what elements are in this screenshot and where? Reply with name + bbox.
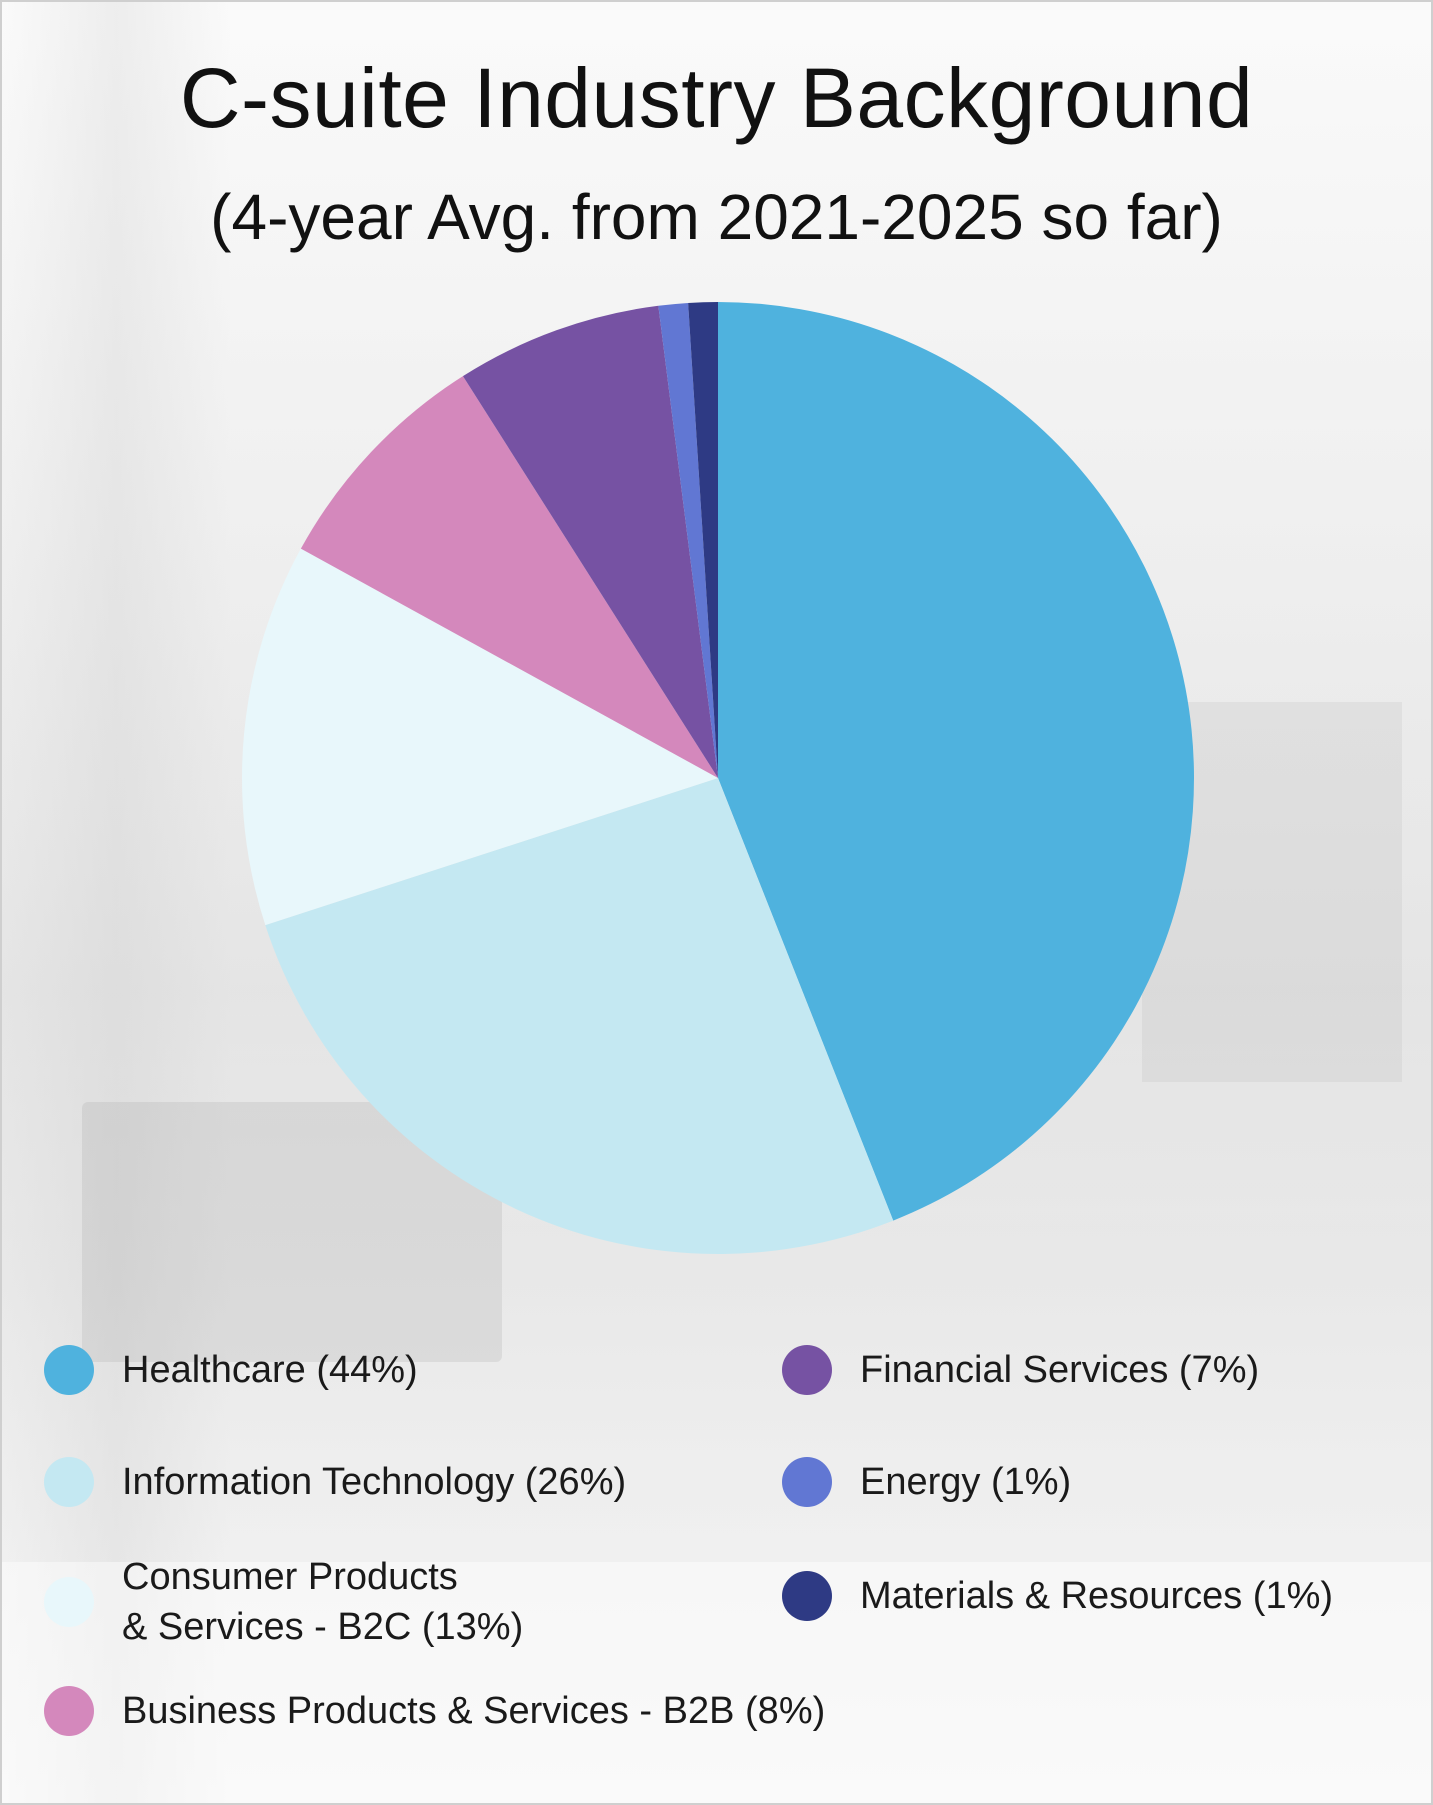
legend-swatch-information-technology	[44, 1457, 94, 1507]
legend-item-financial-services: Financial Services (7%)	[782, 1345, 1259, 1395]
legend-swatch-energy	[782, 1457, 832, 1507]
legend-label-business-products: Business Products & Services - B2B (8%)	[122, 1690, 826, 1732]
legend-label-materials-resources: Materials & Resources (1%)	[860, 1575, 1334, 1617]
legend-swatch-healthcare	[44, 1345, 94, 1395]
pie-slice-consumer-products-services-b2c	[241, 548, 718, 926]
legend-swatch-business-products	[44, 1686, 94, 1736]
chart-subtitle: (4-year Avg. from 2021-2025 so far)	[210, 181, 1223, 253]
legend-item-information-technology: Information Technology (26%)	[44, 1457, 626, 1507]
pie-slice-healthcare	[718, 302, 1195, 1221]
legend-label-information-technology: Information Technology (26%)	[122, 1461, 627, 1503]
pie-slice-financial-services	[462, 305, 718, 778]
pie-slice-business-products-services-b2b	[300, 376, 718, 778]
legend-swatch-financial-services	[782, 1345, 832, 1395]
legend-label-healthcare: Healthcare (44%)	[122, 1349, 418, 1391]
legend-label-consumer-products: Consumer Products & Services - B2C (13%)	[122, 1556, 524, 1648]
pie-slice-energy	[658, 302, 718, 778]
legend-item-materials-resources: Materials & Resources (1%)	[782, 1571, 1333, 1621]
legend-label-financial-services: Financial Services (7%)	[860, 1349, 1260, 1391]
legend-item-energy: Energy (1%)	[782, 1457, 1071, 1507]
pie-slice-information-technology	[265, 778, 894, 1255]
background-floor-shape	[2, 1562, 1431, 1803]
chart-title: C-suite Industry Background	[179, 51, 1254, 145]
legend-label-energy: Energy (1%)	[860, 1461, 1072, 1503]
legend-swatch-materials-resources	[782, 1571, 832, 1621]
legend-item-consumer-products: Consumer Products & Services - B2C (13%)	[44, 1552, 523, 1652]
pie-slice-materials-resources	[688, 302, 718, 778]
legend-item-healthcare: Healthcare (44%)	[44, 1345, 418, 1395]
legend-item-business-products: Business Products & Services - B2B (8%)	[44, 1686, 825, 1736]
legend-swatch-consumer-products	[44, 1577, 94, 1627]
